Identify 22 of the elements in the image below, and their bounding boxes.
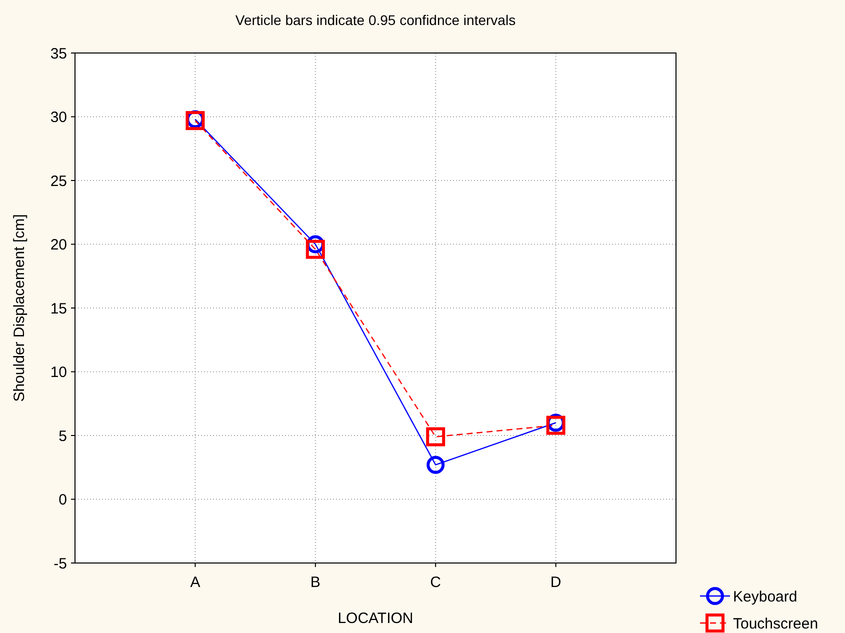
legend-label: Touchscreen [733, 615, 818, 632]
x-tick-label: C [430, 574, 442, 591]
chart-title: Verticle bars indicate 0.95 confidnce intervals [235, 12, 516, 28]
y-tick-label: 35 [50, 45, 67, 62]
x-axis-title: LOCATION [338, 610, 414, 627]
x-tick-label: D [550, 574, 562, 591]
point [546, 416, 566, 435]
y-tick-label: 0 [58, 492, 67, 508]
y-tick-label: 25 [50, 172, 67, 190]
point [426, 427, 446, 446]
legend-label: Keyboard [733, 588, 798, 606]
y-tick-label: 10 [50, 364, 67, 381]
y-tick-label: 20 [50, 236, 67, 254]
y-axis-title: Shoulder Displacement [cm] [11, 214, 28, 402]
y-tick-label: 30 [50, 109, 67, 126]
point [306, 240, 325, 259]
x-tick-label: B [310, 574, 320, 591]
y-tick-label: 15 [50, 300, 67, 318]
point [426, 456, 445, 474]
y-tick-label: -5 [54, 555, 67, 572]
y-tick-label: 5 [58, 428, 67, 445]
x-tick-label: A [190, 574, 200, 591]
